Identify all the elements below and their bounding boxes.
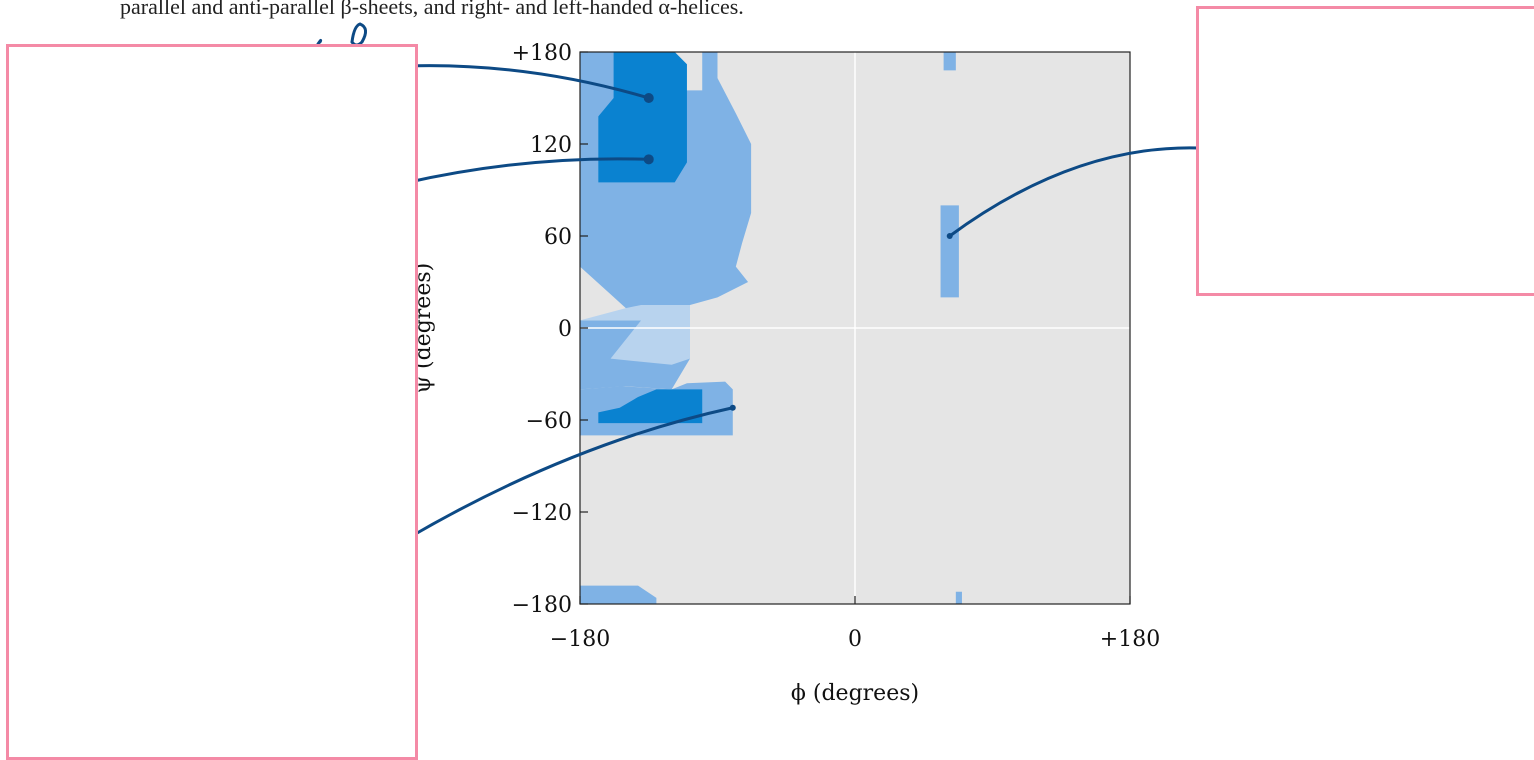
y-tick-label: −180 <box>512 593 572 618</box>
left-overlay-box <box>6 44 418 760</box>
x-tick-label: −180 <box>550 627 610 652</box>
annotation-stroke-3 <box>948 146 1202 238</box>
caption-text: parallel and anti-parallel β-sheets, and… <box>120 0 744 19</box>
annotation-stroke-0 <box>403 64 651 100</box>
ticks-layer: +180 120 60 0 −60 −120 −180 −180 0 +180 <box>512 41 1161 652</box>
annotation-scribble <box>316 22 367 47</box>
y-tick-label: 0 <box>558 317 572 342</box>
y-tick-label: 120 <box>530 133 572 158</box>
handwritten-annotation-lines <box>316 22 1202 542</box>
y-tick-label: −120 <box>512 501 572 526</box>
annotation-dot-1 <box>643 154 654 165</box>
core-region-8 <box>598 389 703 424</box>
allowed-region-4 <box>940 205 959 298</box>
y-tick-label: +180 <box>512 41 572 66</box>
annotation-stroke-1 <box>403 157 651 185</box>
annotation-stroke-2 <box>403 406 735 542</box>
core-region-7 <box>598 52 687 183</box>
allowed-region-3 <box>580 585 657 604</box>
annotation-dot-0 <box>643 93 654 103</box>
y-tick-label: 60 <box>544 225 572 250</box>
x-tick-label: +180 <box>1100 627 1160 652</box>
allowed-regions-layer <box>580 52 962 604</box>
bridge-region-1 <box>580 305 690 365</box>
allowed-region-6 <box>955 591 962 604</box>
x-tick-label: 0 <box>848 627 862 652</box>
y-tick-label: −60 <box>526 409 572 434</box>
x-axis-label: ϕ (degrees) <box>791 681 919 706</box>
right-overlay-box <box>1196 6 1534 296</box>
allowed-region-5 <box>943 52 956 71</box>
annotation-dot-2 <box>729 404 736 411</box>
annotation-dot-3 <box>946 233 953 239</box>
